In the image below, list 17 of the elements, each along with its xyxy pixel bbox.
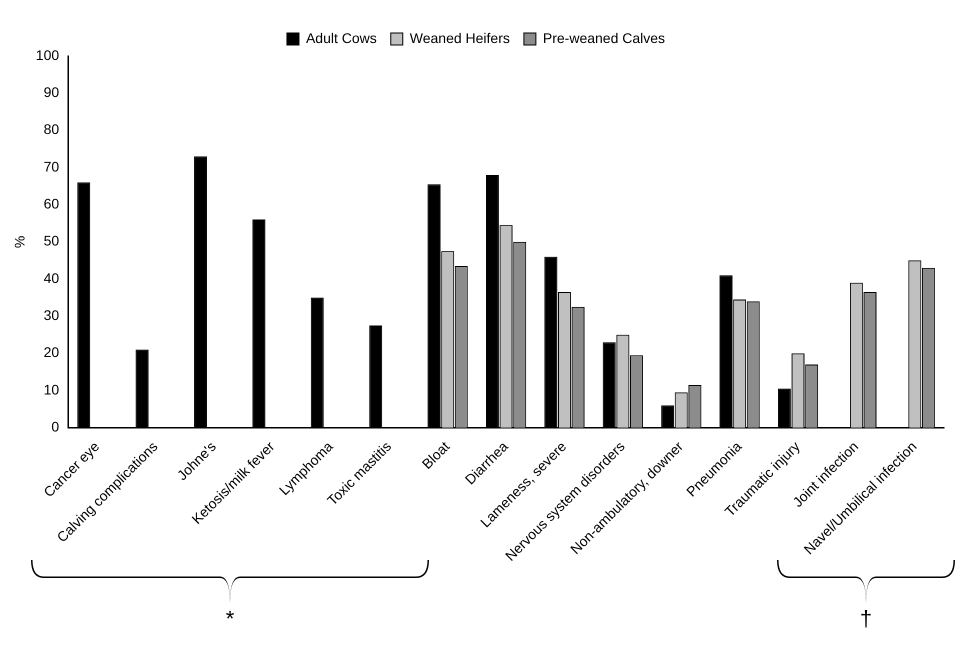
y-tick-label: 40 [44, 270, 60, 286]
y-tick-label: 20 [44, 344, 60, 360]
text: * [224, 606, 236, 632]
y-axis-title: % [11, 236, 28, 248]
y-tick-label: 30 [44, 307, 60, 324]
y-tick-label: 80 [44, 121, 60, 138]
legend-label: Adult Cows [306, 30, 377, 46]
y-tick-label: 10 [44, 381, 60, 398]
legend-label: Weaned Heifers [410, 30, 510, 46]
y-tick-label: 60 [44, 196, 60, 212]
y-tick-label: 70 [44, 158, 60, 174]
y-tick-label: 90 [44, 84, 60, 100]
y-tick-label: 0 [51, 418, 60, 435]
y-tick-label: 100 [36, 46, 60, 63]
legend-label: Pre-weaned Calves [542, 30, 666, 46]
text: † [858, 606, 874, 632]
y-tick-label: 50 [44, 232, 60, 249]
